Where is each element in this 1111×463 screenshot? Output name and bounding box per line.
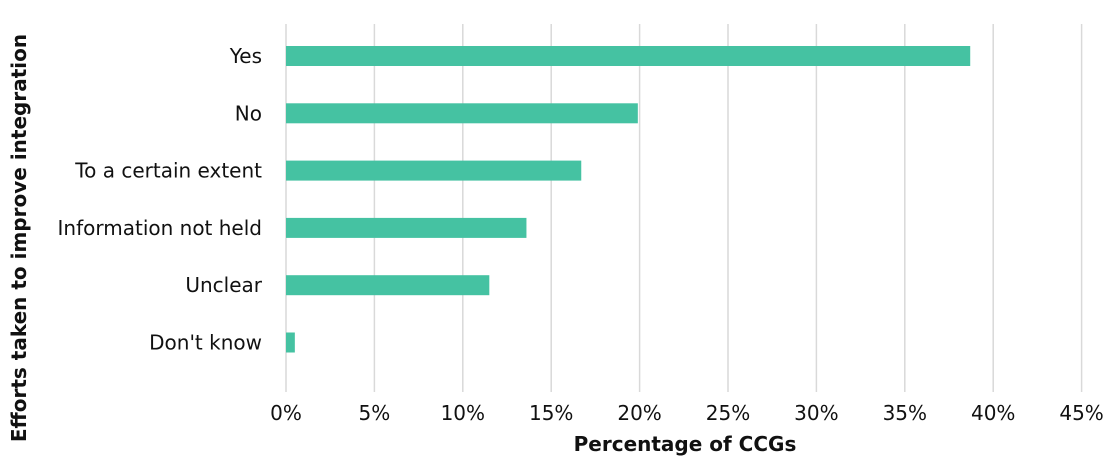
category-label-don-t-know: Don't know xyxy=(149,331,262,355)
x-tick-label: 10% xyxy=(441,401,485,425)
x-tick-label: 40% xyxy=(971,401,1015,425)
x-tick-label: 15% xyxy=(529,401,573,425)
x-axis-title: Percentage of CCGs xyxy=(574,432,797,456)
category-label-unclear: Unclear xyxy=(185,273,262,297)
y-category-labels: Yes No To a certain extent Information not … xyxy=(58,44,263,355)
bars xyxy=(286,46,971,353)
bar-yes xyxy=(286,46,971,66)
bar-information-not-held xyxy=(286,217,527,238)
gridlines xyxy=(285,24,1083,392)
x-tick-label: 0% xyxy=(270,401,302,425)
x-tick-label: 45% xyxy=(1059,401,1103,425)
bar-don-t-know xyxy=(286,332,295,353)
x-tick-labels: 0% 5% 10% 15% 20% 25% 30% 35% 40% 45% xyxy=(270,401,1104,425)
x-tick-label: 25% xyxy=(706,401,750,425)
y-axis-title: Efforts taken to improve integration xyxy=(7,34,31,442)
bar-to-a-certain-extent xyxy=(286,160,582,181)
category-label-to-a-certain-extent: To a certain extent xyxy=(74,159,262,183)
x-tick-label: 35% xyxy=(883,401,927,425)
bar-no xyxy=(286,103,638,124)
x-tick-label: 5% xyxy=(359,401,391,425)
x-tick-label: 30% xyxy=(794,401,838,425)
category-label-information-not-held: Information not held xyxy=(58,216,262,240)
category-label-no: No xyxy=(235,101,262,125)
x-tick-label: 20% xyxy=(617,401,661,425)
category-label-yes: Yes xyxy=(229,44,262,68)
bar-unclear xyxy=(286,275,490,296)
